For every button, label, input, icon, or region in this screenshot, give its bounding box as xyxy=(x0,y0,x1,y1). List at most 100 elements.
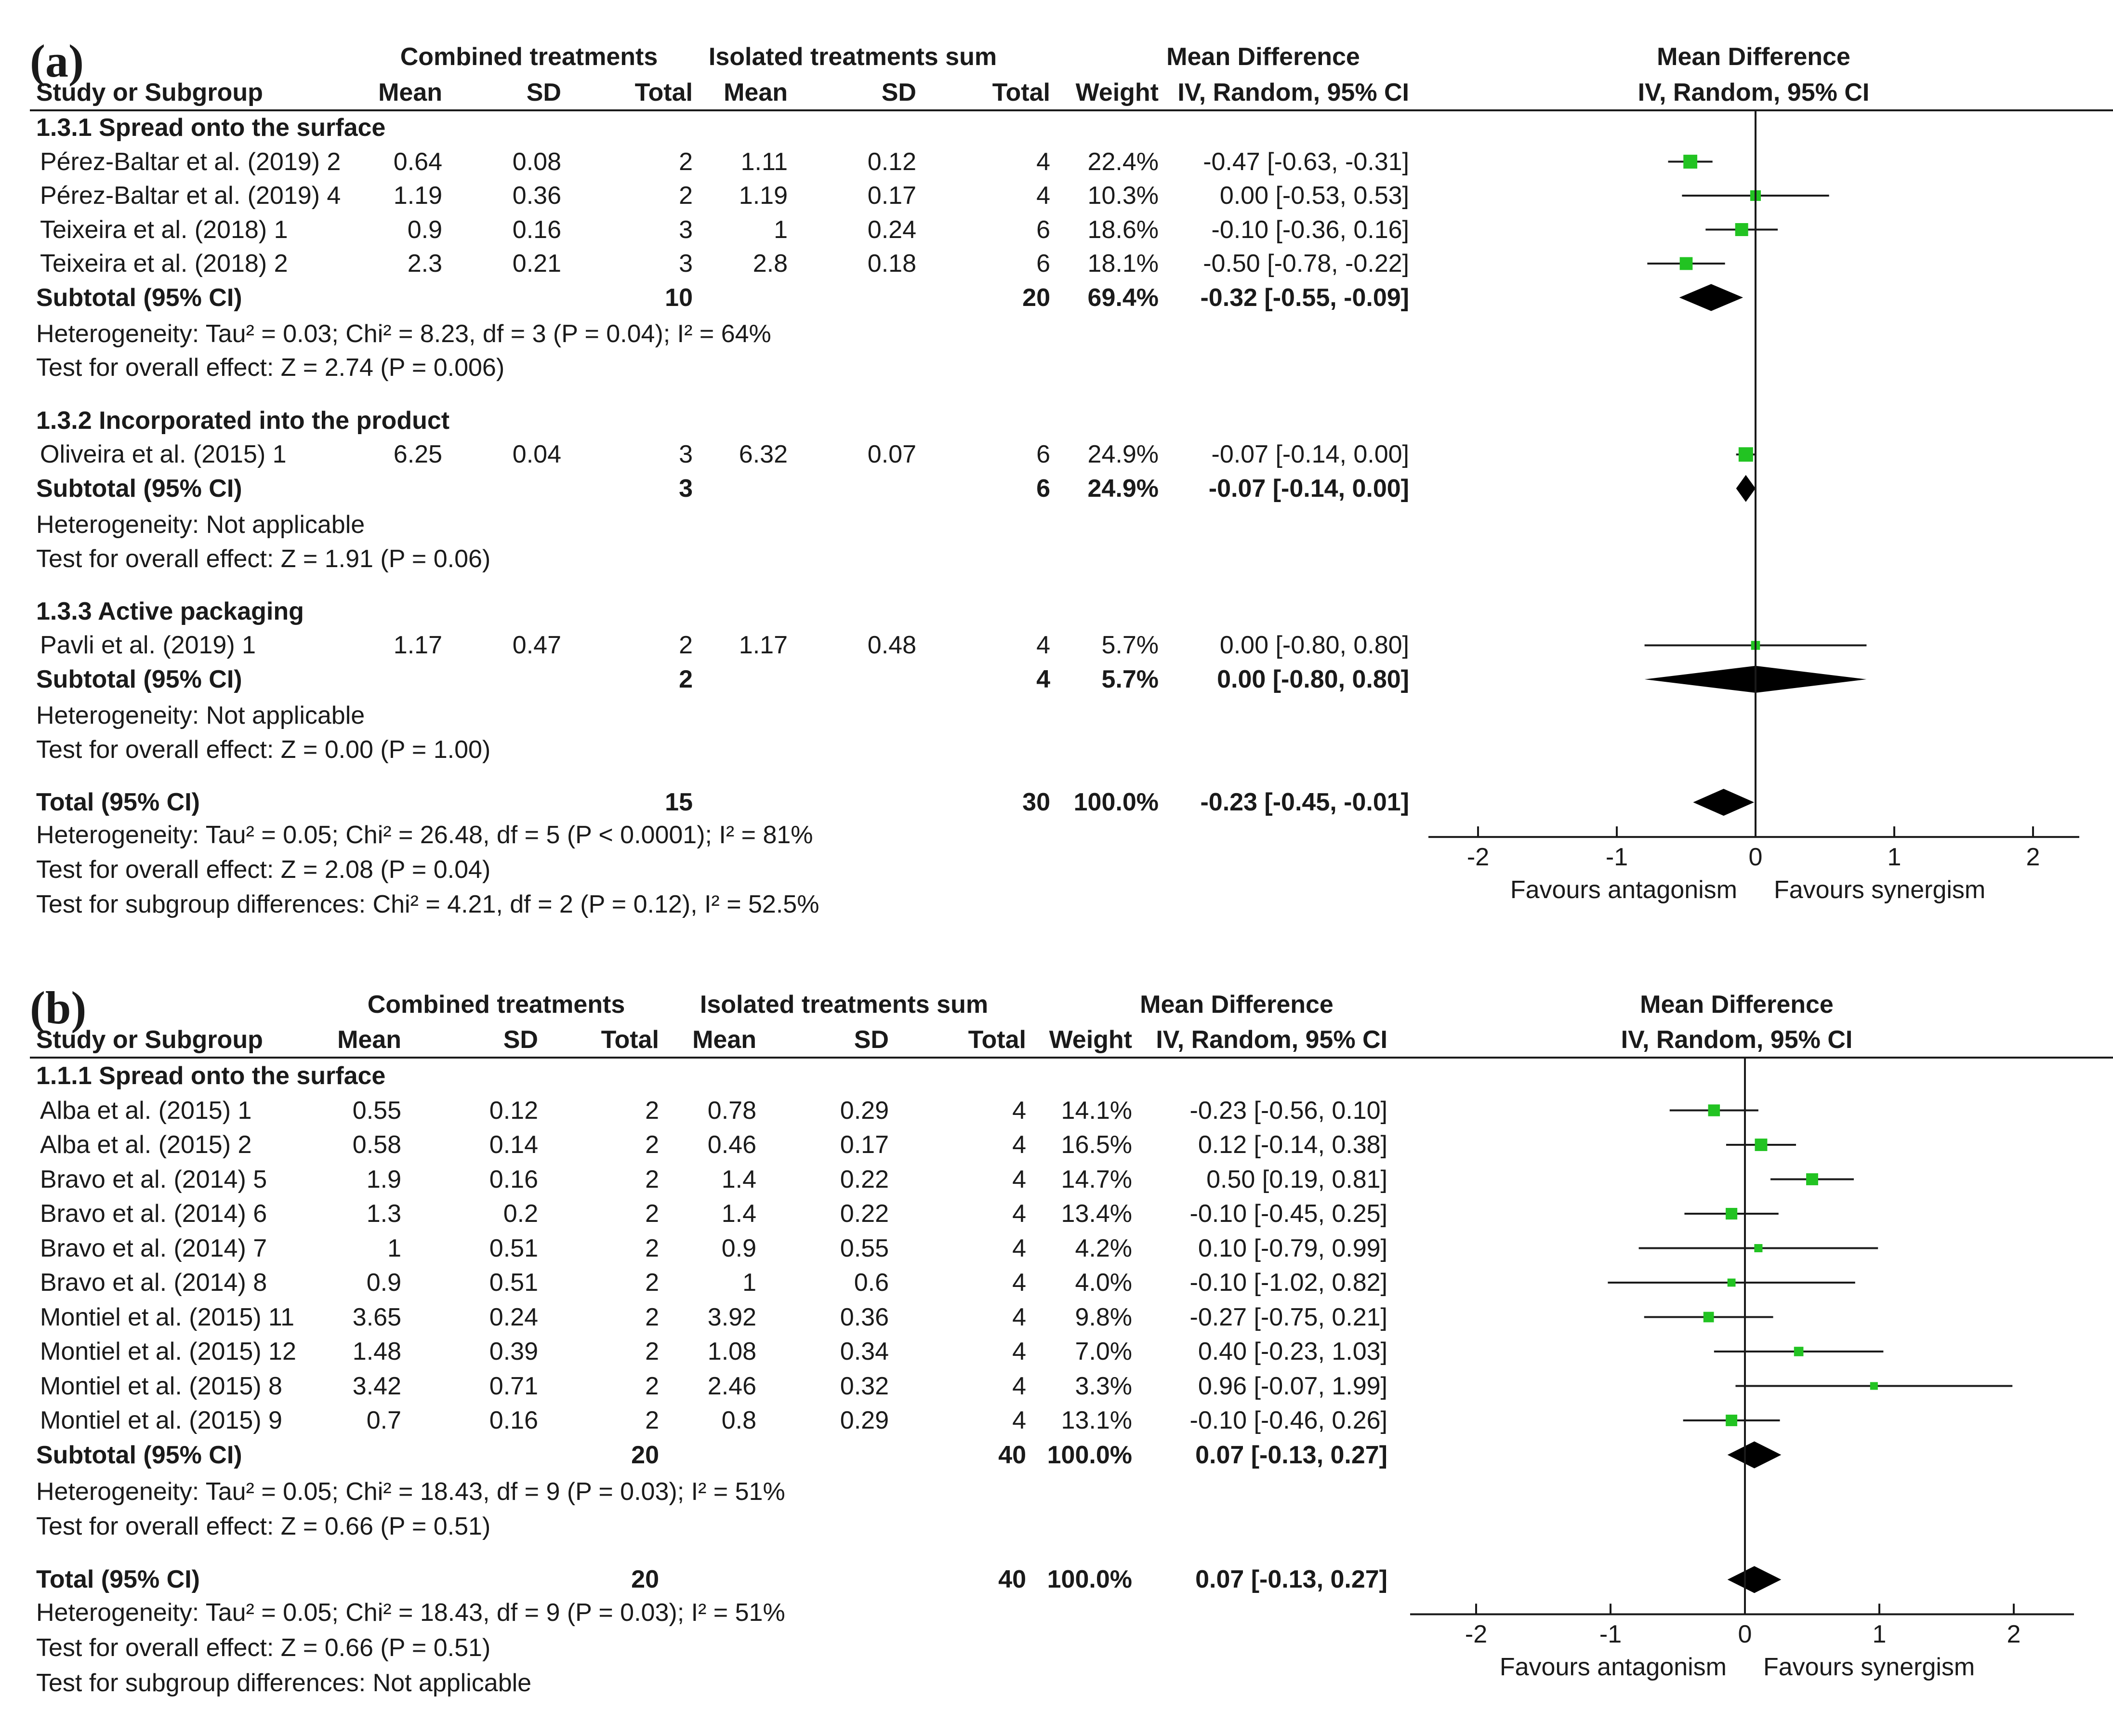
study-marker xyxy=(1794,1347,1804,1356)
header-sd-combined: SD xyxy=(526,79,561,106)
subtotal-total-isolated: 40 xyxy=(998,1441,1026,1469)
mean-isolated: 1.08 xyxy=(707,1338,756,1365)
study-ci: -0.10 [-0.46, 0.26] xyxy=(1189,1406,1388,1434)
subgroup-heading: 1.3.1 Spread onto the surface xyxy=(36,114,386,142)
mean-combined: 1.48 xyxy=(352,1338,401,1365)
total-combined: 2 xyxy=(679,147,693,176)
total-isolated: 4 xyxy=(1012,1372,1026,1400)
total-isolated: 4 xyxy=(1012,1200,1026,1228)
sd-isolated: 0.22 xyxy=(840,1165,889,1193)
sd-isolated: 0.55 xyxy=(840,1234,889,1262)
x-tick-label: 1 xyxy=(1887,843,1902,872)
header-iv-random-ci: IV, Random, 95% CI xyxy=(1177,79,1409,106)
study-name: Bravo et al. (2014) 5 xyxy=(40,1165,267,1193)
study-weight: 14.1% xyxy=(1061,1096,1132,1125)
panel-label: (b) xyxy=(30,982,87,1034)
x-label-favours-antagonism: Favours antagonism xyxy=(1499,1653,1727,1682)
panel-label: (a) xyxy=(30,35,84,87)
header-mean-isolated: Mean xyxy=(724,79,788,106)
sd-isolated: 0.34 xyxy=(840,1338,889,1365)
study-ci: -0.47 [-0.63, -0.31] xyxy=(1203,147,1409,176)
header-study-or-subgroup: Study or Subgroup xyxy=(36,79,263,106)
study-name: Alba et al. (2015) 1 xyxy=(40,1096,252,1125)
study-weight: 10.3% xyxy=(1087,182,1159,210)
study-name: Alba et al. (2015) 2 xyxy=(40,1131,252,1159)
sd-combined: 0.04 xyxy=(512,440,561,469)
subtotal-label: Subtotal (95% CI) xyxy=(36,665,242,693)
total-combined: 3 xyxy=(679,440,693,469)
mean-combined: 0.58 xyxy=(352,1131,401,1159)
subtotal-label: Subtotal (95% CI) xyxy=(36,283,242,312)
total-isolated: 6 xyxy=(1036,250,1050,278)
mean-combined: 0.9 xyxy=(366,1269,401,1297)
mean-isolated: 0.9 xyxy=(721,1234,756,1262)
total-weight: 100.0% xyxy=(1073,788,1159,817)
total-combined: 2 xyxy=(645,1200,659,1228)
mean-isolated: 0.46 xyxy=(707,1131,756,1159)
study-name: Bravo et al. (2014) 6 xyxy=(40,1200,267,1228)
study-weight: 3.3% xyxy=(1075,1372,1132,1400)
header-total-combined: Total xyxy=(601,1026,659,1054)
subgroup-heading: 1.1.1 Spread onto the surface xyxy=(36,1062,386,1090)
study-ci: 0.10 [-0.79, 0.99] xyxy=(1198,1234,1387,1262)
study-ci: -0.10 [-0.36, 0.16] xyxy=(1211,215,1410,244)
total-isolated: 6 xyxy=(1036,215,1050,244)
mean-isolated: 1.11 xyxy=(740,147,788,176)
subtotal-ci: -0.32 [-0.55, -0.09] xyxy=(1200,283,1409,312)
study-name: Pérez-Baltar et al. (2019) 4 xyxy=(40,182,341,210)
header-weight: Weight xyxy=(1075,79,1159,106)
mean-combined: 0.7 xyxy=(366,1406,401,1434)
sd-combined: 0.16 xyxy=(489,1406,538,1434)
subtotal-ci: 0.00 [-0.80, 0.80] xyxy=(1217,665,1409,693)
x-tick-label: -2 xyxy=(1465,1620,1488,1649)
total-isolated: 4 xyxy=(1012,1165,1026,1193)
total-combined: 2 xyxy=(645,1165,659,1193)
sd-isolated: 0.17 xyxy=(840,1131,889,1159)
header-study-or-subgroup: Study or Subgroup xyxy=(36,1026,263,1054)
study-name: Bravo et al. (2014) 7 xyxy=(40,1234,267,1262)
study-weight: 18.1% xyxy=(1087,250,1159,278)
sd-isolated: 0.32 xyxy=(840,1372,889,1400)
footer-note: Test for subgroup differences: Chi² = 4.… xyxy=(36,890,819,918)
study-ci: 0.50 [0.19, 0.81] xyxy=(1206,1165,1387,1193)
mean-isolated: 1.4 xyxy=(721,1200,756,1228)
study-weight: 24.9% xyxy=(1087,440,1159,469)
sd-combined: 0.12 xyxy=(489,1096,538,1125)
x-tick-label: 2 xyxy=(2007,1620,2021,1649)
sd-isolated: 0.6 xyxy=(854,1269,889,1297)
study-marker xyxy=(1708,1104,1720,1116)
subgroup-heterogeneity: Heterogeneity: Tau² = 0.05; Chi² = 18.43… xyxy=(36,1478,785,1506)
subgroup-overall-effect: Test for overall effect: Z = 0.66 (P = 0… xyxy=(36,1512,491,1540)
total-total-isolated: 30 xyxy=(1022,788,1050,817)
total-total-combined: 20 xyxy=(631,1565,659,1594)
x-tick-label: 0 xyxy=(1738,1620,1752,1649)
header-rule xyxy=(30,109,2113,111)
study-marker xyxy=(1679,257,1693,270)
sd-combined: 0.24 xyxy=(489,1303,538,1331)
study-weight: 18.6% xyxy=(1087,215,1159,244)
subtotal-diamond xyxy=(1736,475,1756,502)
header-mean-combined: Mean xyxy=(337,1026,401,1054)
subgroup-heading: 1.3.2 Incorporated into the product xyxy=(36,406,450,435)
study-weight: 5.7% xyxy=(1101,631,1159,660)
study-marker xyxy=(1683,155,1698,169)
header-combined-treatments: Combined treatments xyxy=(367,991,625,1019)
study-name: Teixeira et al. (2018) 1 xyxy=(40,215,288,244)
footer-note: Heterogeneity: Tau² = 0.05; Chi² = 18.43… xyxy=(36,1598,785,1627)
subgroup-overall-effect: Test for overall effect: Z = 0.00 (P = 1… xyxy=(36,735,491,764)
subgroup-heterogeneity: Heterogeneity: Not applicable xyxy=(36,511,365,539)
study-ci: 0.00 [-0.80, 0.80] xyxy=(1219,631,1409,660)
mean-combined: 6.25 xyxy=(393,440,442,469)
study-marker xyxy=(1738,447,1753,462)
total-isolated: 4 xyxy=(1036,631,1050,660)
subtotal-diamond xyxy=(1727,1441,1782,1469)
x-tick-label: 0 xyxy=(1748,843,1763,872)
sd-combined: 0.2 xyxy=(503,1200,538,1228)
study-name: Montiel et al. (2015) 11 xyxy=(40,1303,294,1331)
study-ci: -0.50 [-0.78, -0.22] xyxy=(1203,250,1409,278)
header-plot-iv-random-ci: IV, Random, 95% CI xyxy=(1621,1026,1853,1054)
study-name: Teixeira et al. (2018) 2 xyxy=(40,250,288,278)
subgroup-overall-effect: Test for overall effect: Z = 2.74 (P = 0… xyxy=(36,354,505,382)
sd-combined: 0.08 xyxy=(512,147,561,176)
